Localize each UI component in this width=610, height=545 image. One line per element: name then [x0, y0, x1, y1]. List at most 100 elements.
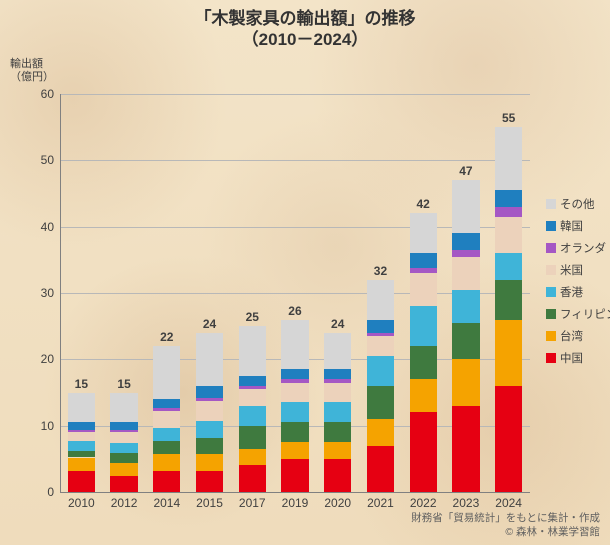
legend-label: オランダ	[560, 240, 606, 256]
legend-swatch	[546, 243, 556, 253]
bar-segment-other	[410, 213, 437, 253]
bar-segment-other	[153, 346, 180, 399]
bar-total-label: 15	[117, 377, 130, 391]
bar-segment-usa	[239, 389, 266, 406]
y-tick-label: 60	[41, 87, 54, 101]
legend-item-usa: 米国	[546, 262, 610, 278]
bar-total-label: 42	[416, 197, 429, 211]
chart-title: 「木製家具の輸出額」の推移 （2010－2024）	[0, 8, 610, 51]
bar-segment-china	[410, 412, 437, 492]
bar-segment-netherlands	[452, 250, 479, 257]
x-tick-label: 2015	[196, 496, 223, 510]
x-tick-label: 2012	[111, 496, 138, 510]
bar-segment-china	[196, 471, 223, 492]
bar-segment-hongkong	[324, 402, 351, 422]
footnote-line1: 財務省「貿易統計」をもとに集計・作成	[411, 512, 600, 524]
bar-segment-netherlands	[495, 207, 522, 217]
bar: 24	[196, 94, 223, 492]
bar-segment-hongkong	[495, 253, 522, 280]
bar-segment-taiwan	[153, 454, 180, 471]
legend-item-hongkong: 香港	[546, 284, 610, 300]
bar-segment-china	[495, 386, 522, 492]
bar-segment-hongkong	[196, 421, 223, 438]
bar-segment-netherlands	[68, 430, 95, 432]
bar-segment-korea	[495, 190, 522, 207]
bar-segment-korea	[281, 369, 308, 379]
bar-segment-other	[68, 393, 95, 423]
bar: 15	[110, 94, 137, 492]
legend-swatch	[546, 353, 556, 363]
source-footnote: 財務省「貿易統計」をもとに集計・作成 © 森林・林業学習館	[411, 511, 600, 539]
bar-segment-china	[153, 471, 180, 492]
bar-segment-netherlands	[110, 430, 137, 432]
legend-label: 韓国	[560, 218, 583, 234]
bar-total-label: 15	[75, 377, 88, 391]
bar-segment-hongkong	[452, 290, 479, 323]
bar-segment-netherlands	[239, 386, 266, 389]
legend-label: 米国	[560, 262, 583, 278]
bar-segment-usa	[452, 257, 479, 290]
bar-segment-korea	[324, 369, 351, 379]
bar-segment-taiwan	[410, 379, 437, 412]
bar-segment-philippines	[153, 441, 180, 454]
bar-segment-other	[196, 333, 223, 386]
bar-segment-taiwan	[281, 442, 308, 459]
bar-segment-korea	[410, 253, 437, 268]
bar-segment-china	[281, 459, 308, 492]
bar: 25	[239, 94, 266, 492]
x-axis-line	[60, 492, 530, 493]
bar-segment-taiwan	[68, 458, 95, 471]
bar-segment-other	[239, 326, 266, 376]
bar-segment-korea	[110, 422, 137, 430]
bar-segment-korea	[196, 386, 223, 398]
bar-segment-taiwan	[324, 442, 351, 459]
chart-title-line1: 「木製家具の輸出額」の推移	[195, 9, 416, 28]
footnote-line2: © 森林・林業学習館	[505, 526, 600, 538]
bar: 22	[153, 94, 180, 492]
legend-label: 中国	[560, 350, 583, 366]
bar-segment-philippines	[239, 426, 266, 449]
bar: 42	[410, 94, 437, 492]
y-axis-title-line2: （億円）	[10, 71, 54, 83]
bar: 26	[281, 94, 308, 492]
bar-segment-korea	[68, 422, 95, 430]
legend-label: 台湾	[560, 328, 583, 344]
bar-segment-taiwan	[196, 454, 223, 471]
bar: 32	[367, 94, 394, 492]
bar-segment-usa	[110, 432, 137, 443]
bar-segment-philippines	[110, 453, 137, 463]
bar-segment-philippines	[410, 346, 437, 379]
x-tick-label: 2019	[282, 496, 309, 510]
stacked-bar-chart: 「木製家具の輸出額」の推移 （2010－2024） 輸出額 （億円） 01020…	[0, 0, 610, 545]
bar-segment-usa	[68, 432, 95, 441]
bar-total-label: 26	[288, 304, 301, 318]
x-tick-label: 2024	[495, 496, 522, 510]
legend-swatch	[546, 287, 556, 297]
legend-item-taiwan: 台湾	[546, 328, 610, 344]
bar-segment-usa	[281, 383, 308, 403]
bar-segment-hongkong	[68, 441, 95, 451]
bar-total-label: 24	[331, 317, 344, 331]
legend-swatch	[546, 199, 556, 209]
bar-segment-china	[367, 446, 394, 492]
bar-segment-philippines	[281, 422, 308, 442]
bar-total-label: 24	[203, 317, 216, 331]
bar-segment-korea	[452, 233, 479, 250]
x-tick-label: 2017	[239, 496, 266, 510]
bar-segment-other	[367, 280, 394, 320]
bar-segment-usa	[410, 273, 437, 306]
bar: 24	[324, 94, 351, 492]
bar-segment-philippines	[196, 438, 223, 455]
bar-segment-hongkong	[153, 428, 180, 441]
bar-segment-hongkong	[110, 443, 137, 453]
bar-total-label: 22	[160, 330, 173, 344]
legend-swatch	[546, 309, 556, 319]
bar-segment-taiwan	[452, 359, 479, 405]
x-tick-label: 2022	[410, 496, 437, 510]
bar-segment-hongkong	[239, 406, 266, 426]
bar-segment-hongkong	[367, 356, 394, 386]
bar-segment-netherlands	[196, 398, 223, 401]
y-tick-label: 40	[41, 220, 54, 234]
bar-segment-taiwan	[367, 419, 394, 446]
bar-total-label: 25	[246, 310, 259, 324]
